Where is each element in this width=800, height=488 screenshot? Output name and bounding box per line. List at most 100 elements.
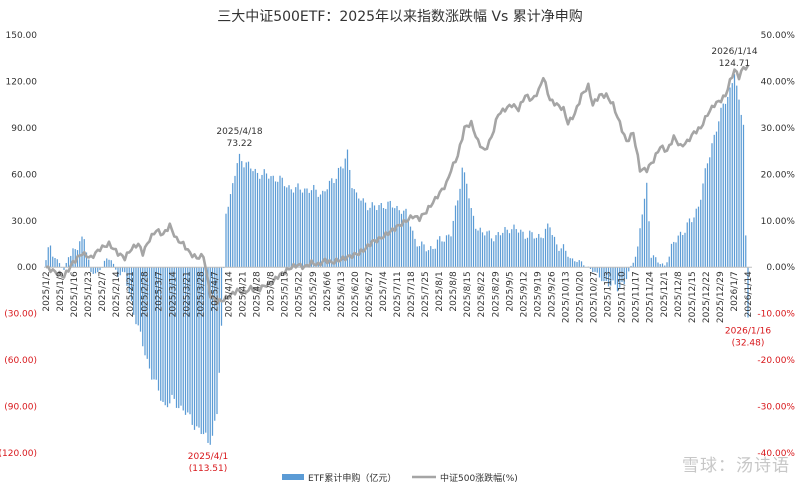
- etf-bar: [72, 248, 74, 268]
- etf-bar: [506, 229, 508, 268]
- etf-bar: [241, 161, 243, 268]
- etf-bar: [700, 199, 702, 268]
- etf-bar: [472, 215, 475, 268]
- etf-bar: [160, 267, 162, 401]
- etf-bar: [373, 205, 376, 268]
- etf-bar: [693, 217, 695, 268]
- etf-bar: [729, 87, 731, 268]
- x-axis-tick-label: 2025/2/21: [126, 271, 136, 317]
- etf-bar: [677, 235, 679, 268]
- etf-bar: [54, 258, 56, 268]
- etf-bar: [277, 181, 279, 268]
- right-axis-tick-label: 50.00%: [761, 31, 796, 41]
- etf-bar: [209, 267, 211, 445]
- etf-bar: [556, 244, 558, 268]
- etf-bar: [400, 213, 403, 268]
- etf-bar: [481, 232, 484, 268]
- etf-bar: [576, 261, 578, 268]
- etf-bar: [441, 241, 443, 268]
- etf-bar: [144, 267, 146, 356]
- etf-bar: [711, 143, 713, 268]
- etf-bar: [709, 157, 711, 268]
- etf-bar: [706, 163, 709, 268]
- left-axis-tick-label: (60.00): [4, 356, 37, 366]
- etf-bar: [128, 267, 130, 294]
- etf-bar: [697, 206, 700, 268]
- etf-bar: [126, 267, 128, 286]
- etf-bar: [175, 267, 178, 408]
- etf-bar: [130, 267, 133, 302]
- x-axis-tick-label: 2025/3/28: [196, 271, 206, 317]
- etf-bar: [416, 246, 418, 268]
- etf-bar: [479, 227, 481, 268]
- etf-bar: [85, 252, 88, 268]
- etf-bar: [616, 267, 619, 292]
- etf-bar: [92, 267, 94, 274]
- etf-bar: [544, 228, 547, 268]
- etf-bar: [265, 173, 268, 268]
- etf-bar: [461, 167, 463, 268]
- etf-bar: [297, 183, 299, 268]
- etf-bar: [495, 235, 497, 268]
- etf-bar: [673, 241, 675, 268]
- etf-bar: [533, 238, 535, 268]
- etf-bar: [704, 168, 706, 268]
- etf-bar: [47, 247, 49, 268]
- etf-bar: [466, 183, 468, 268]
- etf-bar: [274, 181, 277, 268]
- etf-bar: [720, 107, 722, 268]
- etf-bar: [173, 267, 175, 399]
- etf-bar: [713, 134, 715, 268]
- etf-bar: [738, 99, 740, 268]
- etf-bar: [650, 257, 652, 268]
- etf-bar: [747, 267, 749, 318]
- etf-bar: [342, 168, 344, 268]
- etf-bar: [137, 267, 139, 326]
- etf-bar: [463, 172, 466, 268]
- etf-bar: [166, 267, 169, 408]
- x-axis-tick-label: 2025/2/14: [112, 271, 122, 317]
- x-axis-tick-label: 2025/5/15: [281, 271, 291, 317]
- etf-bar: [157, 267, 160, 391]
- left-axis-tick-label: 150.00: [6, 31, 38, 41]
- etf-bar: [254, 168, 256, 268]
- etf-bar: [272, 175, 274, 268]
- right-axis-tick-label: 30.00%: [761, 124, 796, 134]
- etf-bar: [517, 232, 520, 268]
- etf-bar: [121, 267, 124, 272]
- etf-bar: [502, 232, 504, 268]
- x-axis-tick-label: 2025/5/29: [309, 271, 319, 317]
- etf-bar: [630, 265, 632, 268]
- chart-title: 三大中证500ETF：2025年以来指数涨跌幅 Vs 累计净申购: [217, 9, 583, 25]
- etf-bar: [540, 237, 542, 268]
- etf-bar: [301, 192, 304, 268]
- etf-bar: [601, 267, 603, 282]
- etf-bar: [360, 200, 362, 268]
- etf-bar: [445, 235, 448, 268]
- etf-bar: [162, 267, 164, 402]
- etf-bar: [202, 267, 205, 435]
- etf-bar: [115, 267, 117, 270]
- right-axis-tick-label: -30.00%: [757, 403, 795, 413]
- annotation-value: 124.71: [719, 59, 751, 69]
- etf-bar: [65, 262, 67, 268]
- x-axis-tick-label: 2025/7/4: [379, 271, 389, 312]
- annotation-value: (32.48): [732, 339, 765, 349]
- etf-bar: [238, 153, 241, 268]
- etf-bar: [675, 242, 677, 268]
- etf-bar: [70, 255, 72, 268]
- etf-bar: [326, 189, 328, 268]
- right-axis-tick-label: -40.00%: [757, 449, 795, 459]
- left-axis-tick-label: (90.00): [4, 403, 37, 413]
- left-axis-tick-label: (120.00): [0, 449, 37, 459]
- x-axis-tick-label: 2026/1/7: [730, 271, 740, 311]
- x-axis-tick-label: 2025/10/13: [561, 271, 571, 323]
- etf-bar: [310, 190, 313, 268]
- etf-bar: [641, 214, 643, 268]
- etf-bar: [376, 210, 378, 268]
- etf-bar: [398, 210, 400, 268]
- x-axis-tick-label: 2025/9/19: [533, 271, 543, 317]
- legend-bar-swatch: [282, 474, 304, 480]
- x-axis-tick-label: 2025/3/14: [168, 271, 178, 317]
